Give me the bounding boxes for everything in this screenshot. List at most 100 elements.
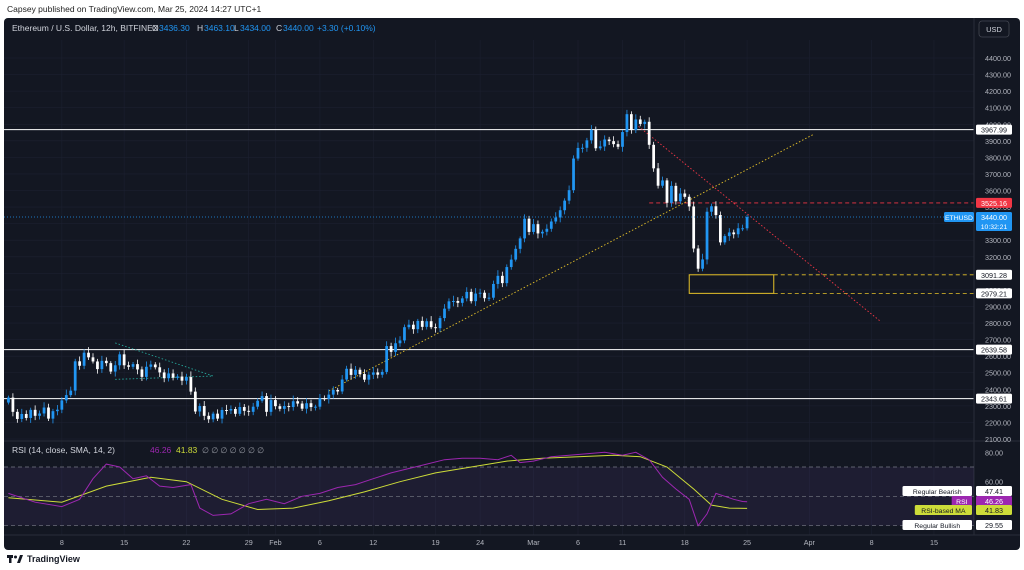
price-level-tag xyxy=(976,197,1012,208)
currency-button[interactable]: USD xyxy=(986,25,1002,34)
candle-body xyxy=(229,409,233,411)
candle-body xyxy=(11,397,15,412)
currency-button-box[interactable] xyxy=(978,20,1010,38)
rsi-tag-value: 46.26 xyxy=(985,497,1003,506)
candle-body xyxy=(367,374,371,380)
candle-body xyxy=(549,221,553,229)
candle-body xyxy=(158,367,162,373)
candle-body xyxy=(305,403,308,409)
candle-body xyxy=(64,395,68,401)
candle-body xyxy=(607,139,611,142)
candle-body xyxy=(509,259,513,268)
trendlines xyxy=(115,123,881,392)
low-label: L xyxy=(234,23,239,33)
price-tick-label: 2700.00 xyxy=(985,336,1011,345)
candle-body xyxy=(670,185,673,203)
rsi-ma-line xyxy=(8,454,748,511)
candle-body xyxy=(447,301,451,309)
regular-bullish-label: Regular Bullish xyxy=(914,523,960,530)
candle-body xyxy=(661,180,664,186)
candle-body xyxy=(371,372,375,375)
price-tick-label: 3300.00 xyxy=(985,236,1011,245)
price-tick-label: 2500.00 xyxy=(985,369,1011,378)
candle-body xyxy=(82,352,86,366)
candle-body xyxy=(541,231,544,234)
candle-body xyxy=(523,218,526,239)
candle-body xyxy=(127,365,130,367)
candle-body xyxy=(149,364,153,367)
candles xyxy=(7,109,749,424)
candle-body xyxy=(51,411,55,419)
candle-body xyxy=(492,283,495,298)
candle-body xyxy=(242,407,246,411)
candle-body xyxy=(131,364,135,367)
candle-body xyxy=(15,411,19,419)
regular-bearish-value-box xyxy=(976,486,1012,496)
rsi-ma-value: 41.83 xyxy=(176,445,198,455)
candle-body xyxy=(621,132,624,147)
candle-body xyxy=(256,400,260,407)
price-level-tag xyxy=(976,288,1012,299)
price-tick-label: 4200.00 xyxy=(985,87,1011,96)
chart[interactable]: 2100.00 2200.00 2300.00 2400.00 2500.00 2600.… xyxy=(4,18,1020,550)
time-tick-label: 18 xyxy=(681,538,689,547)
price-level-label: 3091.28 xyxy=(981,271,1007,280)
candle-body xyxy=(416,320,420,330)
candle-body xyxy=(47,407,50,419)
candle-body xyxy=(216,413,219,419)
rsi-tag-value-box xyxy=(976,496,1012,506)
time-tick-label: 12 xyxy=(369,538,377,547)
candle-body xyxy=(411,324,415,330)
price-axis[interactable]: 2100.00 2200.00 2300.00 2400.00 2500.00 2600.… xyxy=(944,54,1012,444)
candle-body xyxy=(87,352,90,358)
candle-body xyxy=(403,327,406,341)
ohlc-legend: O 3436.30 H 3463.10 L 3434.00 C 3440.00 … xyxy=(152,23,376,33)
candle-body xyxy=(723,236,727,243)
candle-body xyxy=(527,218,531,232)
candle-body xyxy=(554,217,558,222)
footer: TradingView xyxy=(0,550,1024,570)
candle-body xyxy=(545,228,549,232)
candle-body xyxy=(7,397,10,403)
price-level-label: 2343.61 xyxy=(981,395,1007,404)
time-tick-label: 15 xyxy=(120,538,128,547)
candle-body xyxy=(73,361,77,391)
candle-body xyxy=(652,144,656,169)
candle-body xyxy=(714,206,718,216)
candle-body xyxy=(496,275,500,284)
price-level-label: 2979.21 xyxy=(981,289,1007,298)
time-axis[interactable]: 8 15 22 29 Feb 6 12 19 24 Mar 6 11 18 25 Apr 8 15 xyxy=(60,538,938,547)
candle-body xyxy=(532,224,535,232)
candle-body xyxy=(483,292,486,299)
candle-body xyxy=(741,228,745,230)
candle-body xyxy=(260,396,264,401)
candle-body xyxy=(136,364,139,370)
candle-body xyxy=(452,301,455,303)
trendline xyxy=(328,133,815,392)
candle-body xyxy=(643,121,647,124)
price-tick-label: 4100.00 xyxy=(985,104,1011,113)
candle-body xyxy=(162,372,166,379)
candle-body xyxy=(585,140,589,148)
candle-body xyxy=(434,327,437,329)
candle-body xyxy=(478,292,482,294)
candle-body xyxy=(287,406,291,408)
regular-bullish-value-box xyxy=(976,520,1012,530)
candle-body xyxy=(349,368,353,375)
candle-body xyxy=(474,293,478,302)
candle-body xyxy=(207,415,211,420)
candle-body xyxy=(683,193,687,197)
time-tick-label: 22 xyxy=(182,538,190,547)
candle-body xyxy=(460,298,464,303)
rsi-ma-tag-label: RSI-based MA xyxy=(921,508,966,515)
candle-body xyxy=(24,413,28,418)
time-tick-label: 6 xyxy=(318,538,322,547)
last-price-label: 3440.00 xyxy=(981,213,1007,222)
close-label: C xyxy=(276,23,282,33)
price-level-tag xyxy=(976,269,1012,280)
candle-body xyxy=(176,376,179,378)
candle-body xyxy=(20,413,24,419)
tradingview-logo[interactable]: TradingView xyxy=(7,554,80,564)
